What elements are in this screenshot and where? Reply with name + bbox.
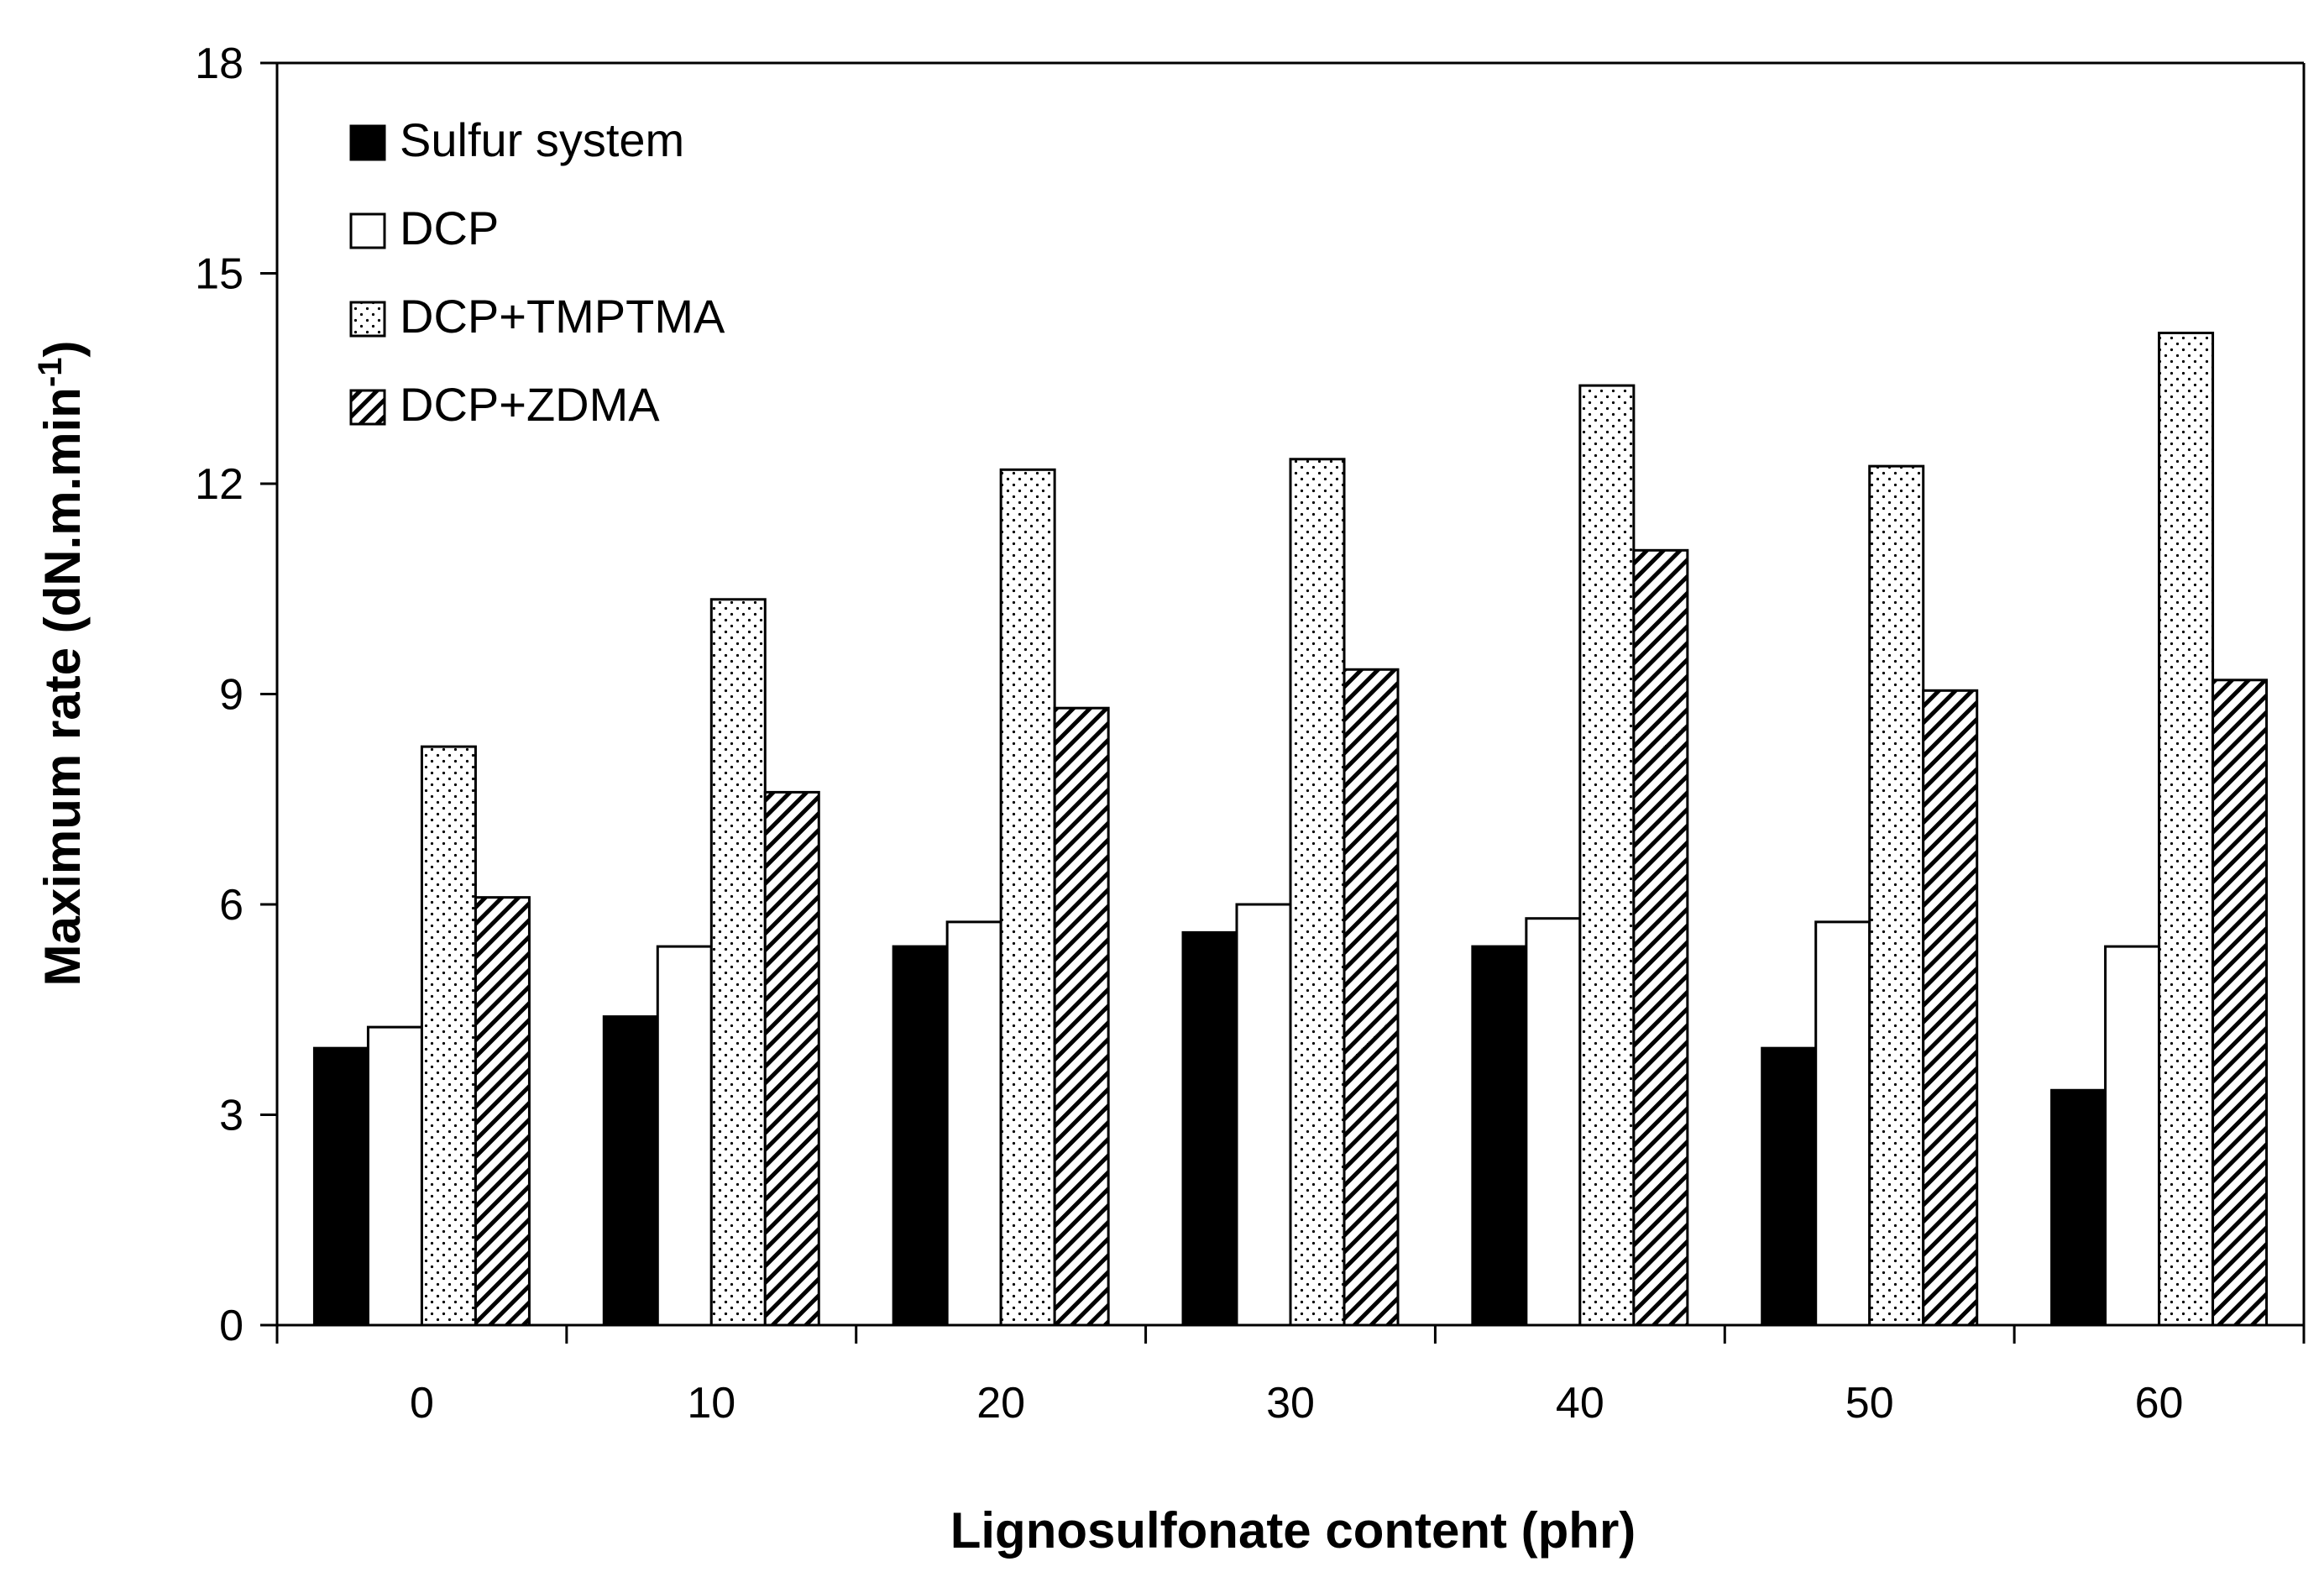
bar-dcp-tmptma-60 xyxy=(2158,331,2215,1327)
bar-dcp-zdma-10 xyxy=(763,790,820,1327)
y-axis-title-suffix: ) xyxy=(34,340,91,357)
x-axis-title: Lignosulfonate content (phr) xyxy=(950,1502,1636,1559)
bar-sulfur-system-20 xyxy=(892,945,949,1327)
y-tick-label: 18 xyxy=(195,39,243,88)
bars-layer xyxy=(312,331,2269,1327)
ticks-layer: 0 3 6 9 12 15 18 0 10 20 30 40 50 60 xyxy=(195,39,2306,1428)
bar-sulfur-system-50 xyxy=(1761,1046,1818,1327)
y-tick-label: 6 xyxy=(219,881,243,930)
bar-dcp-zdma-60 xyxy=(2211,679,2269,1327)
bar-sulfur-system-0 xyxy=(312,1046,369,1327)
bar-dcp-tmptma-30 xyxy=(1289,458,1346,1327)
y-axis-title-main: Maximum rate (dN.m.min xyxy=(34,387,91,986)
bar-dcp-tmptma-10 xyxy=(709,598,767,1327)
bar-dcp-60 xyxy=(2104,945,2161,1327)
legend-label-dcp-zdma: DCP+ZDMA xyxy=(400,378,660,431)
bar-dcp-40 xyxy=(1525,917,1582,1327)
legend-swatch-dcp-tmptma xyxy=(349,301,386,338)
bar-dcp-zdma-0 xyxy=(474,896,531,1327)
legend-label-dcp-tmptma: DCP+TMPTMA xyxy=(400,290,725,343)
legend-swatch-dcp-zdma xyxy=(349,389,386,426)
y-tick-label: 0 xyxy=(219,1302,243,1350)
bar-dcp-tmptma-20 xyxy=(999,468,1056,1327)
x-tick-label: 20 xyxy=(976,1379,1025,1428)
x-tick-label: 50 xyxy=(1845,1379,1894,1428)
bar-dcp-zdma-40 xyxy=(1632,548,1689,1327)
bar-dcp-tmptma-0 xyxy=(420,745,477,1327)
bar-dcp-10 xyxy=(656,945,713,1327)
x-tick-label: 0 xyxy=(410,1379,434,1428)
bar-dcp-20 xyxy=(945,920,1002,1327)
legend: Sulfur system DCP DCP+TMPTMA DCP+ZDMA xyxy=(349,113,725,431)
bar-dcp-30 xyxy=(1235,903,1292,1327)
bar-sulfur-system-60 xyxy=(2050,1088,2107,1327)
legend-swatch-dcp xyxy=(349,212,386,249)
legend-swatch-sulfur-system xyxy=(349,124,386,161)
x-tick-label: 30 xyxy=(1266,1379,1315,1428)
x-tick-label: 10 xyxy=(687,1379,735,1428)
y-tick-label: 12 xyxy=(195,460,243,509)
y-tick-label: 3 xyxy=(219,1092,243,1140)
bar-dcp-zdma-20 xyxy=(1053,706,1110,1327)
bar-dcp-tmptma-50 xyxy=(1868,464,1925,1327)
y-tick-label: 9 xyxy=(219,671,243,720)
bar-dcp-tmptma-40 xyxy=(1578,384,1636,1327)
y-axis-title: Maximum rate (dN.m.min-1) xyxy=(32,340,91,986)
legend-label-sulfur-system: Sulfur system xyxy=(400,113,684,166)
bar-sulfur-system-30 xyxy=(1181,930,1238,1327)
bar-sulfur-system-10 xyxy=(602,1015,659,1327)
legend-label-dcp: DCP xyxy=(400,202,499,254)
bar-dcp-0 xyxy=(366,1025,423,1327)
bar-dcp-zdma-50 xyxy=(1922,689,1979,1327)
bar-dcp-50 xyxy=(1814,920,1871,1327)
y-tick-label: 15 xyxy=(195,250,243,299)
x-tick-label: 40 xyxy=(1556,1379,1604,1428)
x-tick-label: 60 xyxy=(2135,1379,2184,1428)
bar-dcp-zdma-30 xyxy=(1343,668,1400,1327)
y-axis-title-superscript: -1 xyxy=(32,357,69,387)
bar-sulfur-system-40 xyxy=(1471,945,1528,1327)
